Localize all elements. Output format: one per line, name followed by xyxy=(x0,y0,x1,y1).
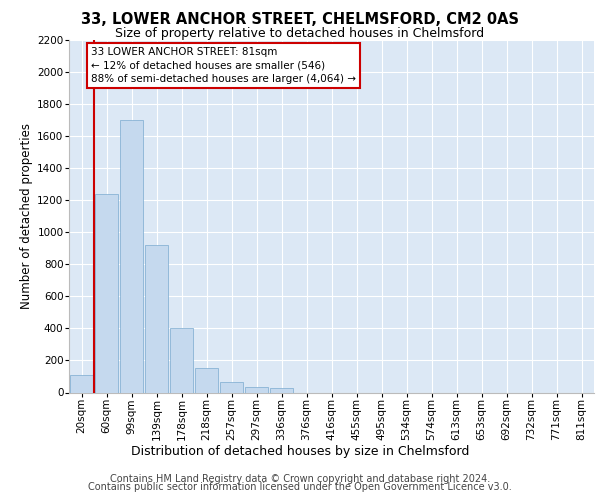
Text: Contains HM Land Registry data © Crown copyright and database right 2024.: Contains HM Land Registry data © Crown c… xyxy=(110,474,490,484)
Bar xyxy=(120,120,143,392)
Bar xyxy=(145,245,168,392)
Text: 33 LOWER ANCHOR STREET: 81sqm
← 12% of detached houses are smaller (546)
88% of : 33 LOWER ANCHOR STREET: 81sqm ← 12% of d… xyxy=(91,47,356,84)
Bar xyxy=(245,387,268,392)
Text: 33, LOWER ANCHOR STREET, CHELMSFORD, CM2 0AS: 33, LOWER ANCHOR STREET, CHELMSFORD, CM2… xyxy=(81,12,519,26)
Text: Contains public sector information licensed under the Open Government Licence v3: Contains public sector information licen… xyxy=(88,482,512,492)
Bar xyxy=(70,375,93,392)
Bar xyxy=(220,382,243,392)
Bar xyxy=(270,388,293,392)
Text: Distribution of detached houses by size in Chelmsford: Distribution of detached houses by size … xyxy=(131,444,469,458)
Bar xyxy=(195,368,218,392)
Text: Size of property relative to detached houses in Chelmsford: Size of property relative to detached ho… xyxy=(115,28,485,40)
Y-axis label: Number of detached properties: Number of detached properties xyxy=(20,123,33,309)
Bar xyxy=(95,194,118,392)
Bar xyxy=(170,328,193,392)
